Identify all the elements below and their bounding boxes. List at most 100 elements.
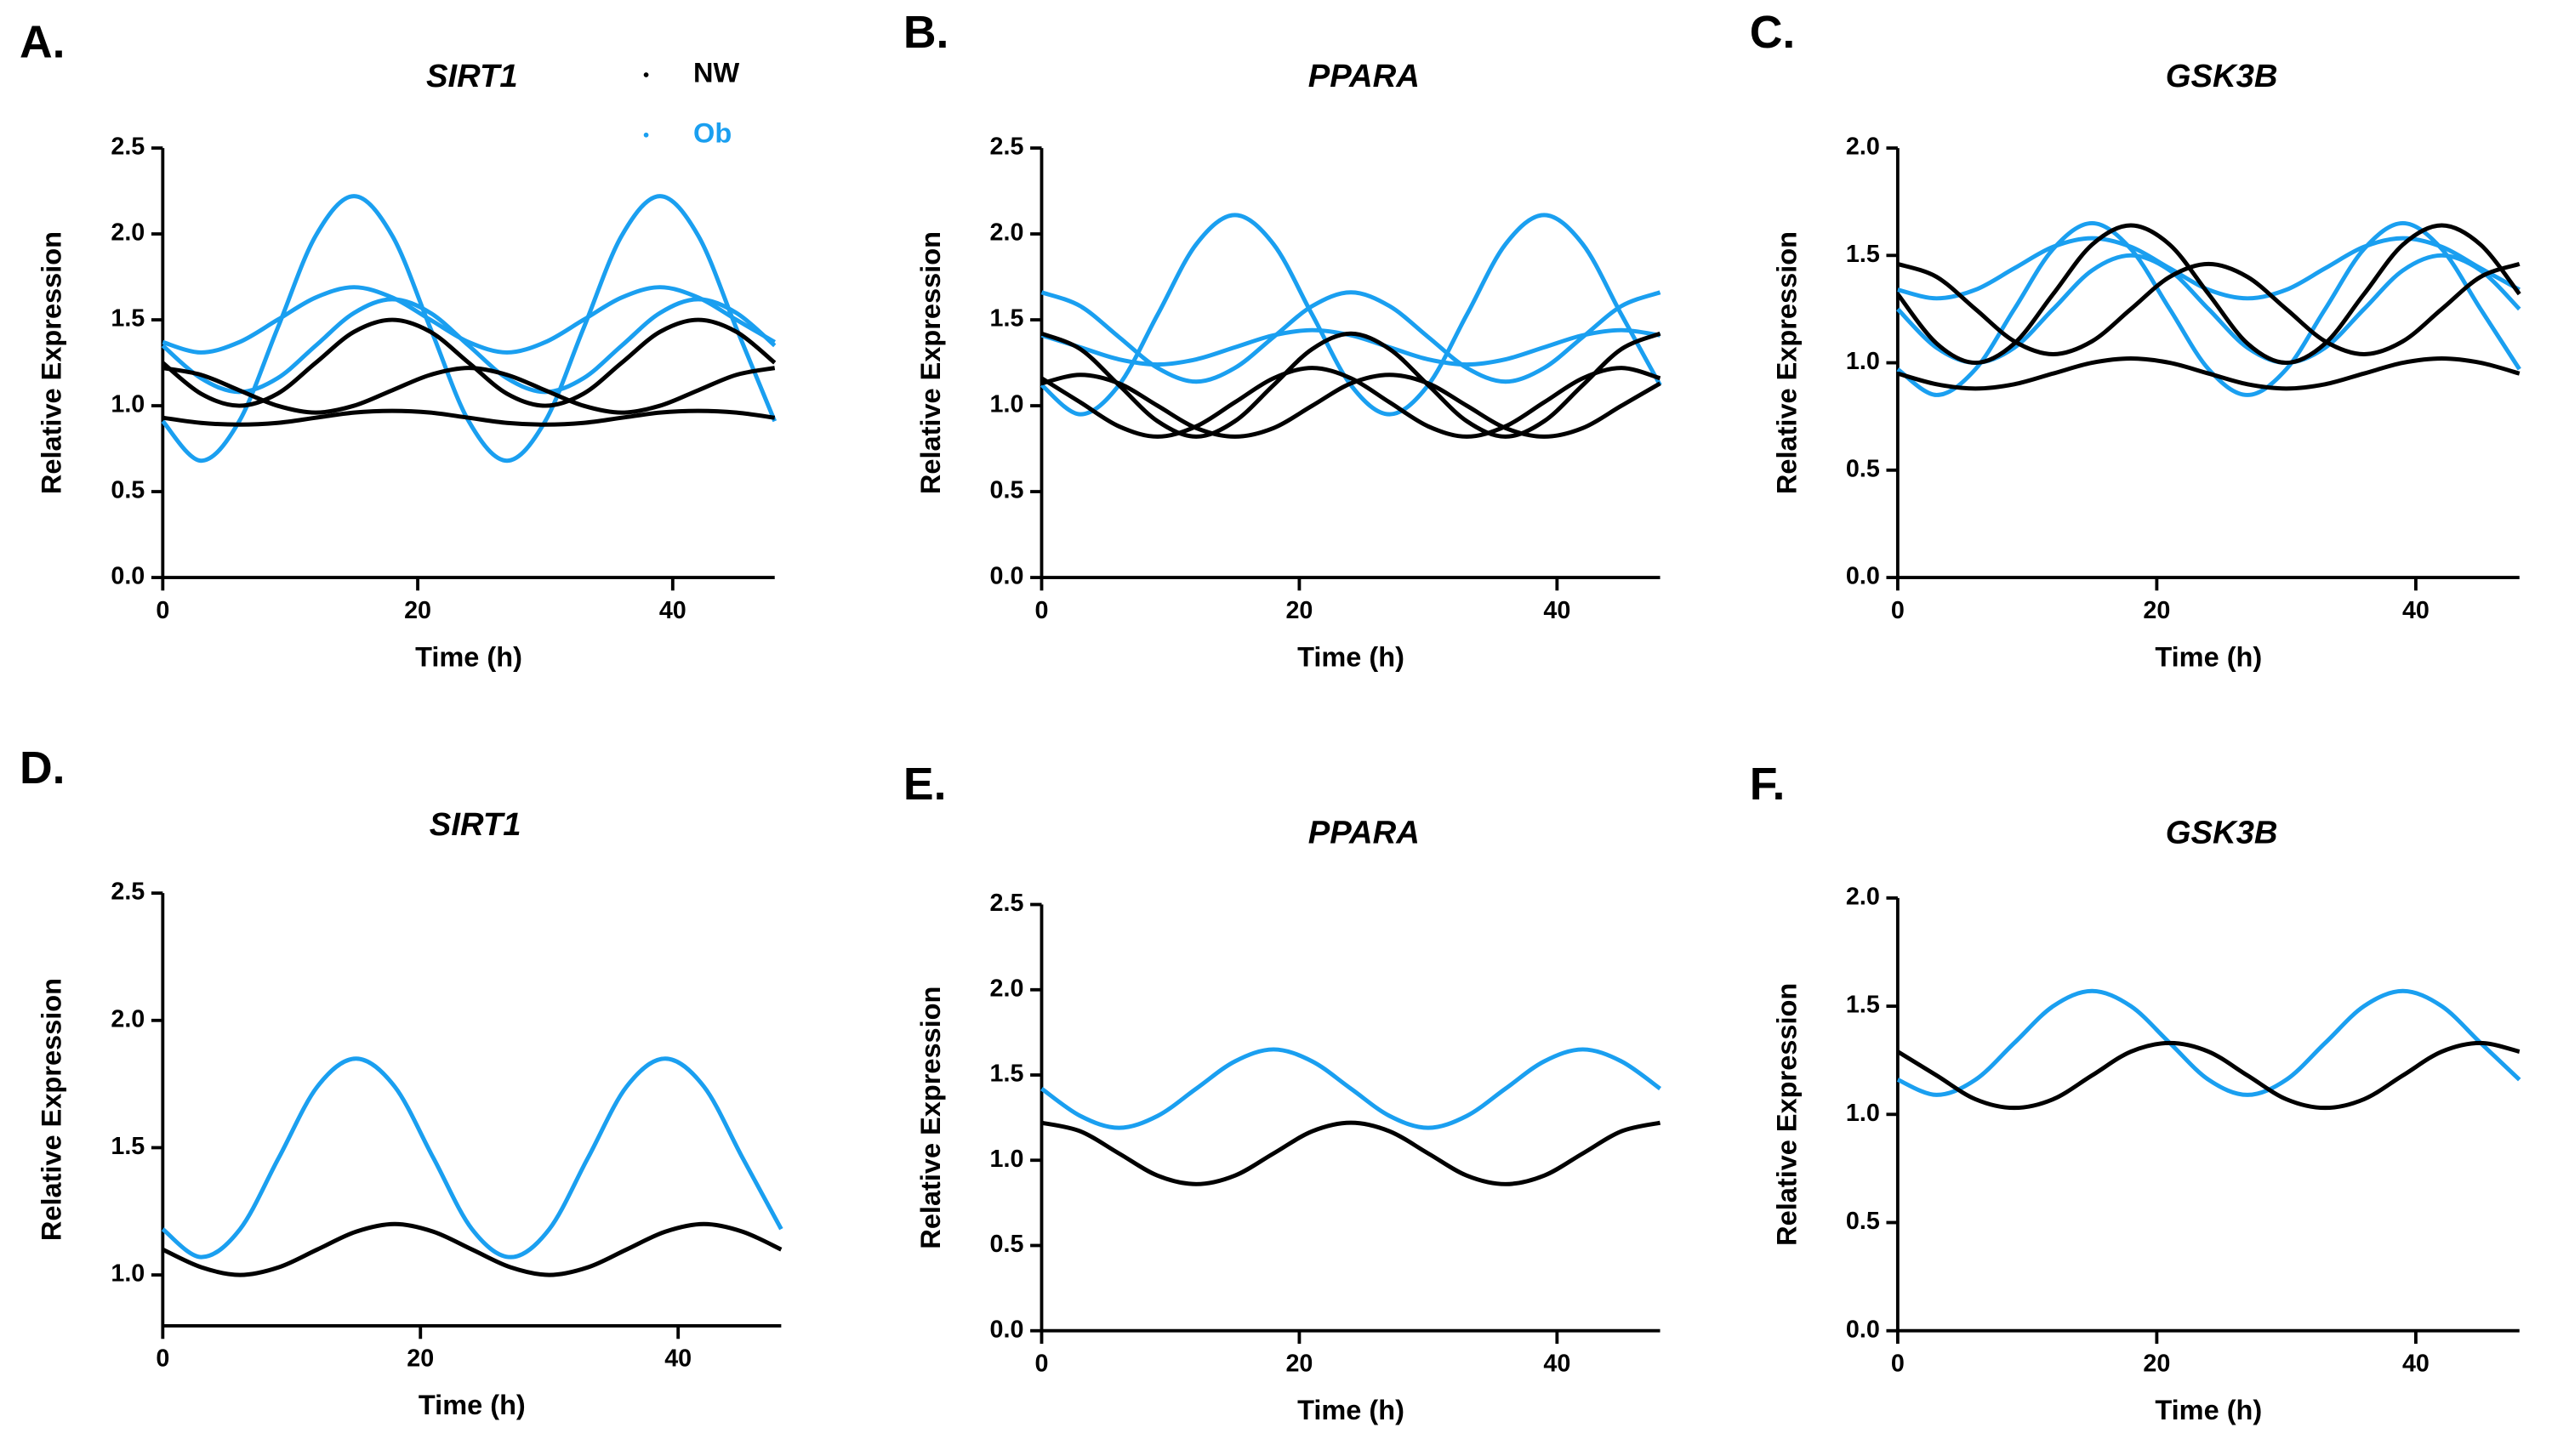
y-tick-label: 1.0 xyxy=(990,391,1024,418)
data-line xyxy=(1040,1120,1661,1186)
y-tick-label: 1.0 xyxy=(1846,348,1880,375)
y-axis-title: Relative Expression xyxy=(1771,983,1802,1246)
y-tick-label: 1.0 xyxy=(990,1146,1024,1173)
legend-label: NW xyxy=(693,58,739,88)
data-line xyxy=(1896,253,2521,366)
x-axis-title: Time (h) xyxy=(415,641,522,672)
x-tick-label: 40 xyxy=(2402,1350,2430,1377)
y-tick-label: 1.5 xyxy=(1846,992,1880,1019)
y-tick-label: 2.5 xyxy=(990,890,1024,917)
y-tick-label: 1.5 xyxy=(1846,241,1880,268)
data-line xyxy=(1896,1040,2521,1111)
y-tick-label: 1.5 xyxy=(990,305,1024,333)
x-tick-label: 0 xyxy=(1891,1350,1905,1377)
x-tick-label: 20 xyxy=(1285,1350,1313,1377)
x-tick-label: 40 xyxy=(1543,597,1570,624)
y-tick-label: 2.0 xyxy=(990,975,1024,1002)
y-axis-title: Relative Expression xyxy=(1771,231,1802,494)
y-tick-label: 0.5 xyxy=(1846,455,1880,482)
data-line xyxy=(161,194,778,464)
x-axis-title: Time (h) xyxy=(1297,1395,1404,1425)
x-tick-label: 40 xyxy=(1543,1350,1570,1377)
panel-label: A. xyxy=(20,18,66,68)
data-line xyxy=(1040,290,1661,384)
y-tick-label: 1.5 xyxy=(990,1061,1024,1088)
y-tick-label: 2.0 xyxy=(1846,134,1880,161)
data-line xyxy=(1896,988,2521,1097)
x-tick-label: 40 xyxy=(2402,597,2430,624)
y-tick-label: 0.5 xyxy=(111,477,145,504)
x-tick-label: 0 xyxy=(156,1345,169,1373)
y-tick-label: 2.0 xyxy=(111,219,145,247)
data-line xyxy=(161,1056,783,1260)
y-tick-label: 2.0 xyxy=(990,219,1024,247)
data-line xyxy=(162,408,776,427)
x-tick-label: 20 xyxy=(1285,597,1313,624)
panel-label: F. xyxy=(1750,759,1786,810)
x-tick-label: 0 xyxy=(1891,597,1905,624)
y-tick-label: 2.5 xyxy=(111,879,145,906)
y-tick-label: 1.0 xyxy=(1846,1100,1880,1127)
chart-title: GSK3B xyxy=(2166,814,2278,850)
x-tick-label: 20 xyxy=(404,597,431,624)
x-tick-label: 0 xyxy=(1035,597,1049,624)
y-tick-label: 0.0 xyxy=(990,563,1024,590)
data-line xyxy=(1040,366,1661,439)
legend-label: Ob xyxy=(693,117,732,148)
x-axis-title: Time (h) xyxy=(2155,1395,2262,1425)
chart-title: SIRT1 xyxy=(430,806,521,843)
data-line xyxy=(161,317,777,408)
chart-title: PPARA xyxy=(1308,58,1420,94)
y-tick-label: 0.5 xyxy=(990,477,1024,504)
data-line xyxy=(1895,223,2521,366)
y-tick-label: 0.5 xyxy=(1846,1208,1880,1235)
x-axis-title: Time (h) xyxy=(1297,641,1404,672)
y-tick-label: 0.5 xyxy=(990,1231,1024,1258)
x-tick-label: 0 xyxy=(156,597,169,624)
x-tick-label: 40 xyxy=(664,1345,692,1373)
data-line xyxy=(1040,373,1661,439)
data-line xyxy=(1040,1047,1661,1130)
y-axis-title: Relative Expression xyxy=(37,231,67,494)
legend-marker xyxy=(643,132,649,138)
chart-title: PPARA xyxy=(1308,814,1420,850)
x-tick-label: 20 xyxy=(2143,1350,2170,1377)
x-tick-label: 0 xyxy=(1035,1350,1049,1377)
data-line xyxy=(162,1221,783,1277)
data-line xyxy=(1040,331,1661,439)
y-axis-title: Relative Expression xyxy=(915,231,946,494)
panel-label: B. xyxy=(903,8,949,58)
x-tick-label: 20 xyxy=(407,1345,434,1373)
y-tick-label: 1.5 xyxy=(111,1133,145,1160)
y-tick-label: 1.5 xyxy=(111,305,145,333)
x-tick-label: 20 xyxy=(2143,597,2170,624)
y-tick-label: 0.0 xyxy=(1846,563,1880,590)
y-tick-label: 2.0 xyxy=(111,1005,145,1032)
x-axis-title: Time (h) xyxy=(419,1390,526,1420)
y-tick-label: 1.0 xyxy=(111,1260,145,1288)
y-tick-label: 2.5 xyxy=(111,134,145,161)
x-tick-label: 40 xyxy=(659,597,686,624)
data-line xyxy=(161,297,777,395)
x-axis-title: Time (h) xyxy=(2155,641,2262,672)
panel-label: C. xyxy=(1750,8,1796,58)
data-line xyxy=(1897,356,2521,391)
y-tick-label: 0.0 xyxy=(111,563,145,590)
legend-marker xyxy=(643,72,649,77)
chart-title: GSK3B xyxy=(2166,58,2278,94)
data-line xyxy=(162,366,776,415)
y-tick-label: 1.0 xyxy=(111,391,145,418)
y-tick-label: 2.5 xyxy=(990,134,1024,161)
y-tick-label: 0.0 xyxy=(1846,1316,1880,1343)
data-line xyxy=(162,285,776,355)
y-tick-label: 2.0 xyxy=(1846,883,1880,910)
y-axis-title: Relative Expression xyxy=(37,978,67,1241)
data-line xyxy=(1897,236,2521,301)
data-line xyxy=(1897,261,2521,356)
y-tick-label: 0.0 xyxy=(990,1316,1024,1343)
panel-label: E. xyxy=(903,759,947,810)
panel-label: D. xyxy=(20,743,66,793)
chart-title: SIRT1 xyxy=(426,58,518,94)
y-axis-title: Relative Expression xyxy=(915,987,946,1249)
